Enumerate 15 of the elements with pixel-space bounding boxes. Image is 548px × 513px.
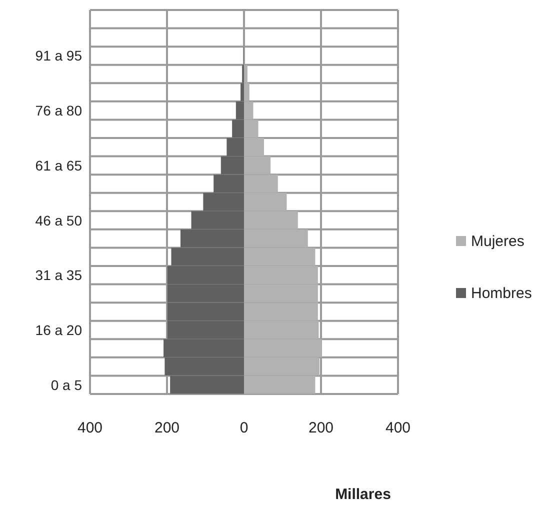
y-tick-label: 76 a 80 bbox=[35, 102, 82, 119]
y-tick-label: 91 a 95 bbox=[35, 48, 82, 64]
x-tick-label: 400 bbox=[385, 420, 411, 437]
x-tick-label: 0 bbox=[240, 420, 248, 437]
y-tick-label: 31 a 35 bbox=[35, 267, 82, 284]
legend-label: Hombres bbox=[471, 284, 532, 302]
x-tick-label: 400 bbox=[77, 420, 103, 437]
y-tick-label: 61 a 65 bbox=[35, 157, 82, 174]
x-tick-label: 200 bbox=[308, 420, 334, 437]
x-tick-label: 200 bbox=[154, 420, 180, 437]
y-tick-label: 16 a 20 bbox=[35, 322, 82, 338]
y-tick-label: 0 a 5 bbox=[50, 376, 82, 393]
y-tick-label: 46 a 50 bbox=[35, 212, 82, 228]
x-axis-title: Millares bbox=[334, 486, 392, 503]
legend-label: Mujeres bbox=[471, 232, 524, 250]
